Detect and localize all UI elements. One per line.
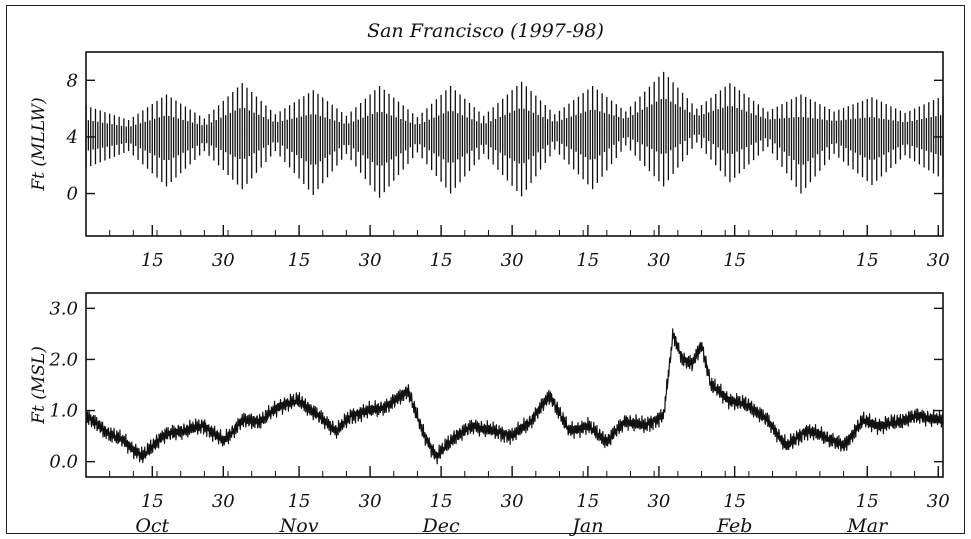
bottom-x-tick-label: 30 (212, 491, 235, 512)
bottom-x-tick-label: 15 (141, 491, 164, 512)
month-label: Jan (568, 515, 603, 537)
top-x-tick-label: 15 (288, 250, 311, 271)
month-label: Feb (716, 515, 753, 537)
bottom-x-tick-label: 30 (647, 491, 670, 512)
top-x-tick-label: 15 (723, 250, 746, 271)
bottom-y-tick-label: 0.0 (49, 452, 78, 473)
top-x-tick-label: 30 (212, 250, 235, 271)
bottom-y-axis-label: Ft (MSL) (29, 346, 49, 425)
top-x-tick-label: 30 (647, 250, 670, 271)
month-label: Oct (135, 515, 169, 537)
month-label: Nov (279, 515, 319, 537)
bottom-x-tick-label: 15 (288, 491, 311, 512)
top-y-tick-label: 8 (67, 70, 78, 91)
top-x-tick-label: 30 (927, 250, 950, 271)
top-x-tick-label: 15 (141, 250, 164, 271)
bottom-x-tick-label: 30 (927, 491, 950, 512)
bottom-x-tick-label: 15 (856, 491, 879, 512)
top-x-tick-label: 15 (856, 250, 879, 271)
bottom-x-tick-label: 15 (723, 491, 746, 512)
bottom-x-tick-label: 15 (430, 491, 453, 512)
top-x-tick-label: 30 (359, 250, 382, 271)
chart-title: San Francisco (1997-98) (367, 20, 604, 42)
top-y-axis-label: Ft (MLLW) (29, 97, 49, 191)
top-x-tick-label: 30 (501, 250, 524, 271)
figure-frame (6, 5, 965, 534)
bottom-x-tick-label: 30 (501, 491, 524, 512)
month-label: Mar (846, 515, 889, 537)
top-y-tick-label: 0 (67, 184, 78, 205)
bottom-x-tick-label: 30 (359, 491, 382, 512)
top-x-tick-label: 15 (430, 250, 453, 271)
bottom-x-tick-label: 15 (576, 491, 599, 512)
top-y-tick-label: 4 (66, 127, 78, 148)
bottom-y-tick-label: 1.0 (49, 401, 78, 422)
residual-series (85, 328, 944, 465)
bottom-plot-area (85, 292, 944, 478)
top-x-tick-label: 15 (576, 250, 599, 271)
bottom-y-tick-label: 3.0 (49, 298, 78, 319)
bottom-y-tick-label: 2.0 (48, 349, 78, 370)
month-label: Dec (422, 515, 460, 537)
tide-series (85, 71, 944, 198)
